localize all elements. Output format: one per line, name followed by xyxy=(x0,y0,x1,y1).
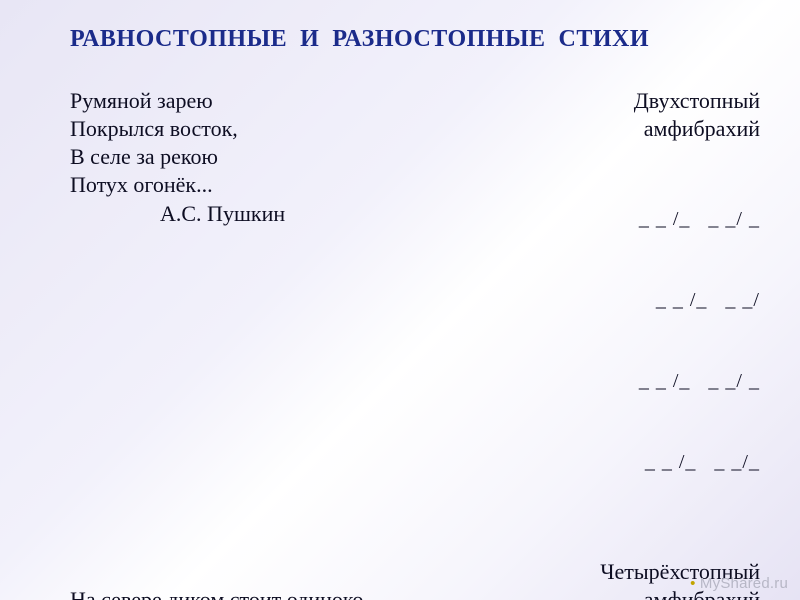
watermark-bullet-icon: • xyxy=(690,575,695,592)
watermark: • MyShared.ru xyxy=(690,575,788,592)
poem-2: На севере диком стоит одиноко На голой в… xyxy=(70,586,363,600)
watermark-tld: .ru xyxy=(770,575,788,592)
meter-1-scheme-l1: _ _ /_ _ _/ _ xyxy=(634,206,760,233)
poem-1: Румяной зарею Покрылся восток, В селе за… xyxy=(70,87,285,228)
poem-1-line-2: Покрылся восток, xyxy=(70,115,285,143)
slide: РАВНОСТОПНЫЕ И РАЗНОСТОПНЫЕ СТИХИ Румяно… xyxy=(0,0,800,600)
meter-1-label: Двухстопный амфибрахий xyxy=(634,87,760,142)
watermark-site: MyShared xyxy=(700,575,770,592)
poem-1-author: А.С. Пушкин xyxy=(160,200,285,228)
example-1: Румяной зарею Покрылся восток, В селе за… xyxy=(70,87,760,530)
meter-1-scheme-l4: _ _ /_ _ _/_ xyxy=(634,449,760,476)
meter-1: Двухстопный амфибрахий _ _ /_ _ _/ _ _ _… xyxy=(634,87,760,530)
example-2: На севере диком стоит одиноко На голой в… xyxy=(70,586,760,600)
poem-1-line-4: Потух огонёк... xyxy=(70,171,285,199)
meter-1-scheme-l2: _ _ /_ _ _/ xyxy=(634,287,760,314)
meter-1-label-line-2: амфибрахий xyxy=(634,115,760,143)
slide-title: РАВНОСТОПНЫЕ И РАЗНОСТОПНЫЕ СТИХИ xyxy=(70,26,760,53)
meter-1-scheme-l3: _ _ /_ _ _/ _ xyxy=(634,368,760,395)
poem-2-line-1: На севере диком стоит одиноко xyxy=(70,586,363,600)
poem-1-line-1: Румяной зарею xyxy=(70,87,285,115)
poem-1-line-3: В селе за рекою xyxy=(70,143,285,171)
meter-1-scheme: _ _ /_ _ _/ _ _ _ /_ _ _/ _ _ /_ _ _/ _ … xyxy=(634,152,760,530)
meter-1-label-line-1: Двухстопный xyxy=(634,87,760,115)
